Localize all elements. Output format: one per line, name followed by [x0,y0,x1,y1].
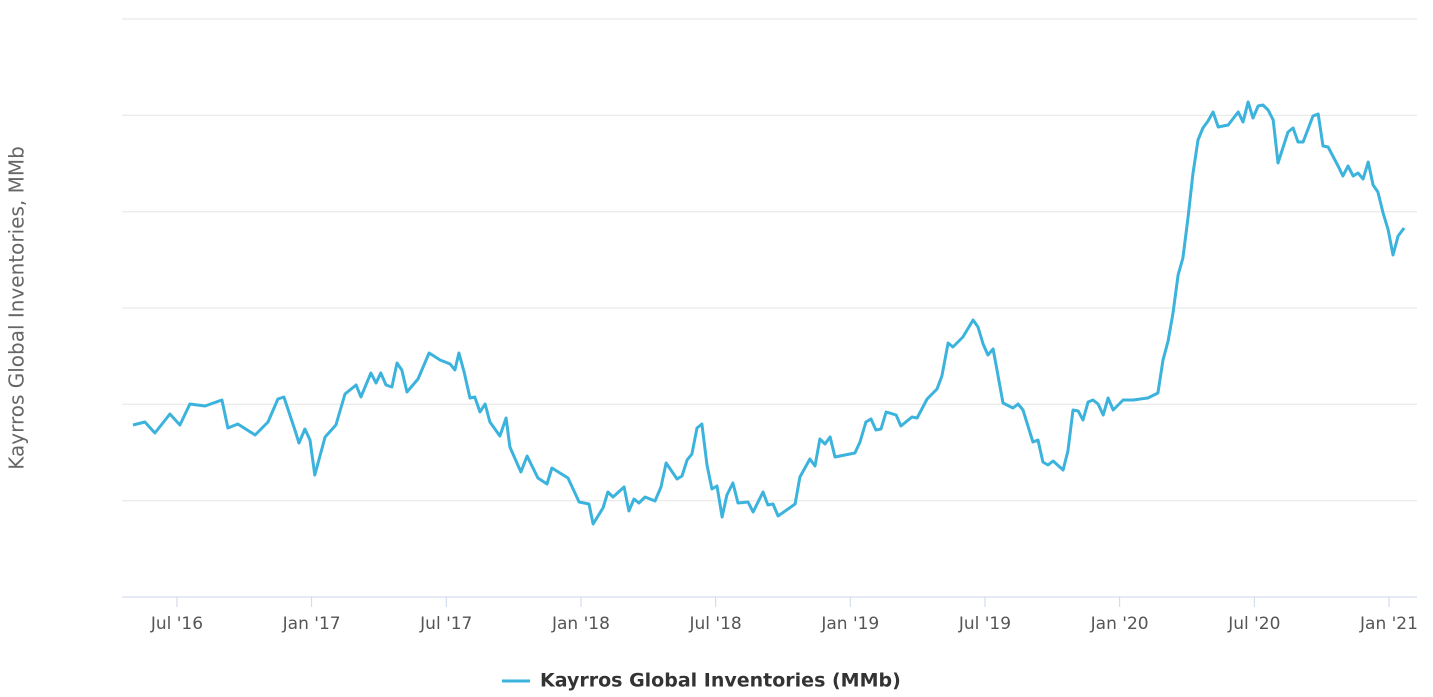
x-tick-label: Jul '18 [689,614,742,634]
x-tick-label: Jan '17 [282,614,341,634]
x-tick-label: Jul '20 [1227,614,1280,634]
x-tick-label: Jan '19 [820,614,879,634]
x-tick-label: Jul '19 [958,614,1011,634]
y-axis-title: Kayrros Global Inventories, MMb [5,146,29,470]
x-tick-label: Jul '16 [150,614,203,634]
x-tick-label: Jan '21 [1359,614,1418,634]
data-line [132,100,1406,526]
x-tick-label: Jan '20 [1090,614,1149,634]
x-tick-label: Jan '18 [551,614,610,634]
x-tick-label: Jul '17 [419,614,472,634]
legend-label: Kayrros Global Inventories (MMb) [540,670,901,692]
